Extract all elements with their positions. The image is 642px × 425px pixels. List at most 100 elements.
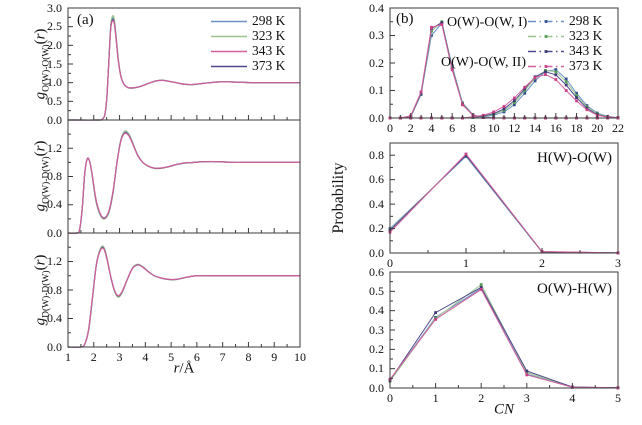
tick-label: 8 [245, 350, 252, 364]
tick-label: 6 [449, 121, 456, 135]
tick-label: 0.4 [369, 303, 384, 318]
tick-label: 5 [168, 350, 175, 364]
legend-label: 343 K [569, 42, 603, 58]
legend-label: 343 K [252, 42, 286, 58]
tick-label: 1.5 [47, 56, 62, 71]
tick-label: 0.3 [369, 322, 384, 337]
legend-label: 323 K [252, 27, 286, 43]
tick-label: 1.2 [47, 140, 62, 155]
tick-label: 0.0 [369, 110, 384, 125]
tick-label: 3 [523, 391, 530, 405]
legend-line-swatch [211, 50, 247, 52]
legend-line-swatch [528, 34, 564, 38]
tick-label: 3 [615, 256, 621, 270]
tick-label: 0.0 [47, 112, 62, 127]
legend-label: 298 K [252, 12, 286, 28]
legend-line-swatch [211, 65, 247, 67]
legend-entry: 373 K [210, 58, 285, 73]
tick-label: 0.0 [369, 245, 384, 260]
tick-label: 0.8 [47, 169, 62, 183]
tick-label: 7 [219, 350, 226, 364]
tick-label: 0.3 [369, 28, 384, 42]
tick-label: 10 [294, 350, 306, 364]
tick-label: 2.5 [47, 19, 62, 34]
legend-entry: 343 K [210, 43, 285, 58]
annotation-ow-ow-2: O(W)-O(W, II) [441, 55, 526, 70]
tick-label: 0.4 [369, 196, 384, 211]
panel-a-label: (a) [77, 12, 94, 28]
legend-line-swatch [528, 49, 564, 53]
tick-label: 4 [142, 350, 149, 364]
tick-label: 1 [432, 391, 439, 405]
tick-label: 1 [65, 350, 71, 364]
tick-label: 0.5 [369, 283, 384, 298]
tick-label: 0 [387, 121, 393, 135]
tick-label: 14 [529, 121, 542, 135]
tick-label: 0.6 [369, 264, 384, 279]
a-x-axis-title: r/Å [173, 360, 195, 377]
tick-label: 22 [612, 121, 624, 135]
tick-label: 8 [469, 121, 476, 135]
tick-label: 5 [615, 391, 621, 405]
tick-label: 2 [90, 350, 97, 364]
tick-label: 1 [463, 256, 469, 270]
legend-entry: 343 K [527, 43, 602, 58]
tick-label: 9 [271, 350, 278, 364]
legend-b: 298 K 323 K 343 K 373 K [527, 13, 602, 73]
tick-label: 0.0 [47, 339, 62, 354]
tick-label: 2.0 [47, 37, 62, 52]
tick-label: 1.0 [47, 75, 62, 90]
tick-label: 0.1 [369, 83, 384, 97]
tick-label: 4 [569, 391, 576, 405]
tick-label: 0.8 [47, 282, 62, 297]
tick-label: 0 [387, 391, 393, 405]
tick-label: 0.8 [369, 147, 384, 162]
legend-entry: 373 K [527, 58, 602, 73]
tick-label: 4 [428, 121, 435, 135]
b-probability-axis-title: Probability [330, 162, 347, 234]
legend-label: 373 K [252, 57, 286, 73]
tick-label: 0 [387, 256, 393, 270]
tick-label: 0.4 [47, 197, 62, 212]
annotation-hw-ow: H(W)-O(W) [537, 150, 612, 166]
tick-label: 20 [591, 121, 604, 135]
legend-line-swatch [528, 64, 564, 68]
legend-line-swatch [211, 20, 247, 22]
legend-a: 298 K 323 K 343 K 373 K [210, 13, 285, 73]
legend-label: 373 K [569, 57, 603, 73]
legend-line-swatch [211, 35, 247, 37]
tick-label: 1.2 [47, 254, 62, 268]
tick-label: 10 [487, 121, 500, 135]
tick-label: 0.4 [47, 311, 62, 325]
tick-label: 3 [116, 350, 123, 364]
legend-line-swatch [528, 19, 564, 23]
b-x-axis-title: CN [493, 401, 515, 418]
tick-label: 0.4 [369, 0, 384, 15]
tick-label: 0.2 [369, 221, 384, 236]
tick-label: 2 [478, 391, 485, 405]
tick-label: 2 [539, 256, 545, 270]
tick-label: 0.2 [369, 55, 384, 70]
legend-entry: 323 K [527, 28, 602, 43]
tick-label: 0.2 [369, 341, 384, 356]
tick-label: 2 [407, 121, 414, 135]
annotation-ow-ow-1: O(W)-O(W, I) [447, 15, 528, 30]
tick-label: 6 [193, 350, 200, 364]
tick-label: 0.0 [369, 380, 384, 395]
legend-label: 323 K [569, 27, 603, 43]
panel-b-label: (b) [396, 11, 414, 27]
legend-entry: 298 K [210, 13, 285, 28]
tick-label: 0.6 [369, 172, 384, 187]
tick-label: 18 [570, 121, 583, 135]
tick-label: 0.1 [369, 361, 384, 376]
annotation-ow-hw: O(W)-H(W) [537, 281, 612, 297]
legend-label: 298 K [569, 12, 603, 28]
legend-entry: 323 K [210, 28, 285, 43]
tick-label: 12 [508, 121, 521, 135]
tick-label: 0.0 [47, 225, 62, 240]
legend-entry: 298 K [527, 13, 602, 28]
tick-label: 16 [549, 121, 562, 135]
tick-label: 3.0 [47, 0, 62, 15]
